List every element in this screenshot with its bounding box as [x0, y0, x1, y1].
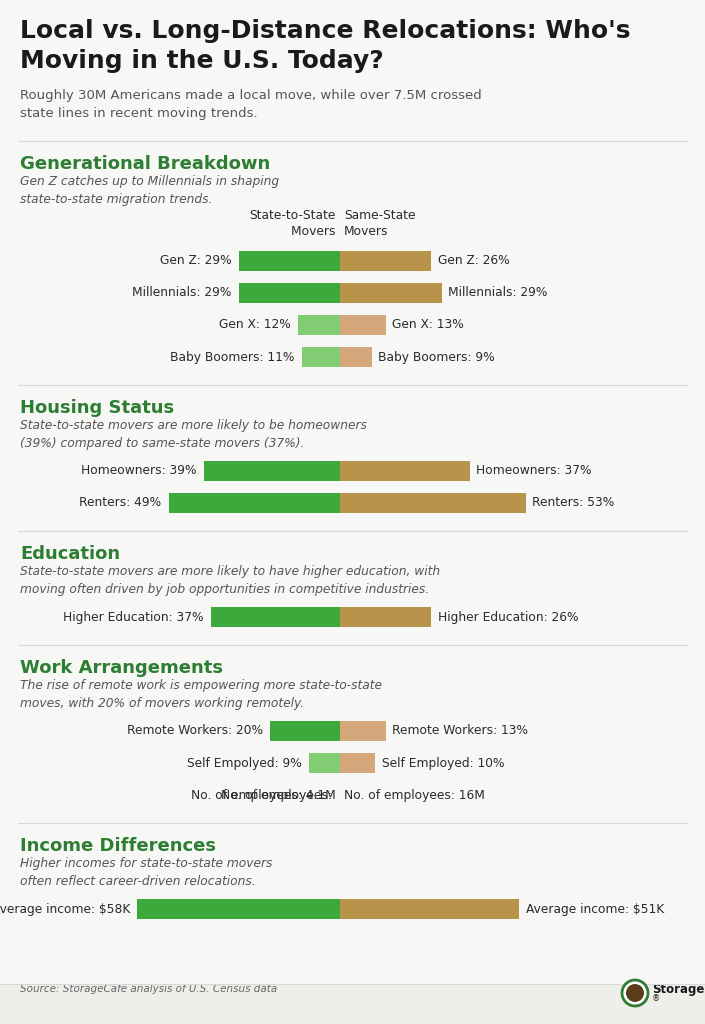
Text: State-to-state movers are more likely to have higher education, with
moving ofte: State-to-state movers are more likely to…: [20, 565, 440, 596]
Text: Gen Z: 26%: Gen Z: 26%: [438, 255, 510, 267]
Text: Same-State
Movers: Same-State Movers: [344, 209, 415, 238]
Circle shape: [626, 984, 644, 1002]
Text: Millennials: 29%: Millennials: 29%: [132, 287, 231, 299]
Text: State-to-State
        Movers: State-to-State Movers: [250, 209, 336, 238]
Text: Work Arrangements: Work Arrangements: [20, 659, 223, 677]
Bar: [238, 251, 340, 271]
Text: Average income: $51K: Average income: $51K: [525, 902, 663, 915]
Bar: [298, 315, 340, 335]
Text: StorageCafe: StorageCafe: [652, 983, 705, 996]
Text: Gen X: 12%: Gen X: 12%: [219, 318, 291, 332]
Bar: [340, 347, 372, 367]
Text: Local vs. Long-Distance Relocations: Who's: Local vs. Long-Distance Relocations: Who…: [20, 19, 630, 43]
Bar: [340, 461, 470, 481]
Bar: [340, 721, 386, 741]
Bar: [211, 607, 340, 627]
Bar: [340, 283, 441, 303]
Text: Self Employed: 10%: Self Employed: 10%: [382, 757, 505, 769]
Bar: [204, 461, 340, 481]
Bar: [340, 899, 518, 919]
Bar: [340, 493, 525, 513]
Text: Millennials: 29%: Millennials: 29%: [448, 287, 548, 299]
Text: Gen Z: 29%: Gen Z: 29%: [160, 255, 231, 267]
Text: Self Empolyed: 9%: Self Empolyed: 9%: [187, 757, 302, 769]
Text: Baby Boomers: 9%: Baby Boomers: 9%: [379, 350, 495, 364]
Bar: [137, 899, 340, 919]
Text: The rise of remote work is empowering more state-to-state
moves, with 20% of mov: The rise of remote work is empowering mo…: [20, 679, 382, 710]
Text: Renters: 49%: Renters: 49%: [80, 497, 161, 510]
Text: Moving in the U.S. Today?: Moving in the U.S. Today?: [20, 49, 384, 73]
Text: Source: StorageCafe analysis of U.S. Census data: Source: StorageCafe analysis of U.S. Cen…: [20, 984, 277, 994]
Text: Higher Education: 37%: Higher Education: 37%: [63, 610, 204, 624]
Text: Housing Status: Housing Status: [20, 399, 174, 417]
Text: Renters: 53%: Renters: 53%: [532, 497, 615, 510]
Bar: [238, 283, 340, 303]
Text: Generational Breakdown: Generational Breakdown: [20, 155, 270, 173]
Text: Higher incomes for state-to-state movers
often reflect career-driven relocations: Higher incomes for state-to-state movers…: [20, 857, 272, 888]
Text: Homeowners: 37%: Homeowners: 37%: [477, 465, 592, 477]
Text: Homeowners: 39%: Homeowners: 39%: [81, 465, 197, 477]
Text: No. of employees:: No. of employees:: [221, 788, 336, 802]
Text: State-to-state movers are more likely to be homeowners
(39%) compared to same-st: State-to-state movers are more likely to…: [20, 419, 367, 450]
Bar: [340, 251, 431, 271]
Text: Remote Workers: 20%: Remote Workers: 20%: [127, 725, 263, 737]
Text: Roughly 30M Americans made a local move, while over 7.5M crossed
state lines in : Roughly 30M Americans made a local move,…: [20, 89, 482, 121]
Bar: [0, 984, 705, 1024]
Bar: [270, 721, 340, 741]
Bar: [309, 753, 340, 773]
Text: Gen Z catches up to Millennials in shaping
state-to-state migration trends.: Gen Z catches up to Millennials in shapi…: [20, 175, 279, 206]
Text: Higher Education: 26%: Higher Education: 26%: [438, 610, 579, 624]
Bar: [340, 315, 386, 335]
Circle shape: [622, 980, 648, 1006]
Bar: [302, 347, 340, 367]
Text: Baby Boomers: 11%: Baby Boomers: 11%: [170, 350, 295, 364]
Text: Education: Education: [20, 545, 120, 563]
Text: Gen X: 13%: Gen X: 13%: [393, 318, 465, 332]
Text: No. of employees: 4.1M: No. of employees: 4.1M: [191, 788, 336, 802]
Text: ®: ®: [652, 994, 661, 1004]
Bar: [168, 493, 340, 513]
Bar: [340, 607, 431, 627]
Text: Income Differences: Income Differences: [20, 837, 216, 855]
Text: No. of employees: 16M: No. of employees: 16M: [344, 788, 485, 802]
Text: Remote Workers: 13%: Remote Workers: 13%: [393, 725, 529, 737]
Text: Average income: $58K: Average income: $58K: [0, 902, 130, 915]
Bar: [340, 753, 375, 773]
